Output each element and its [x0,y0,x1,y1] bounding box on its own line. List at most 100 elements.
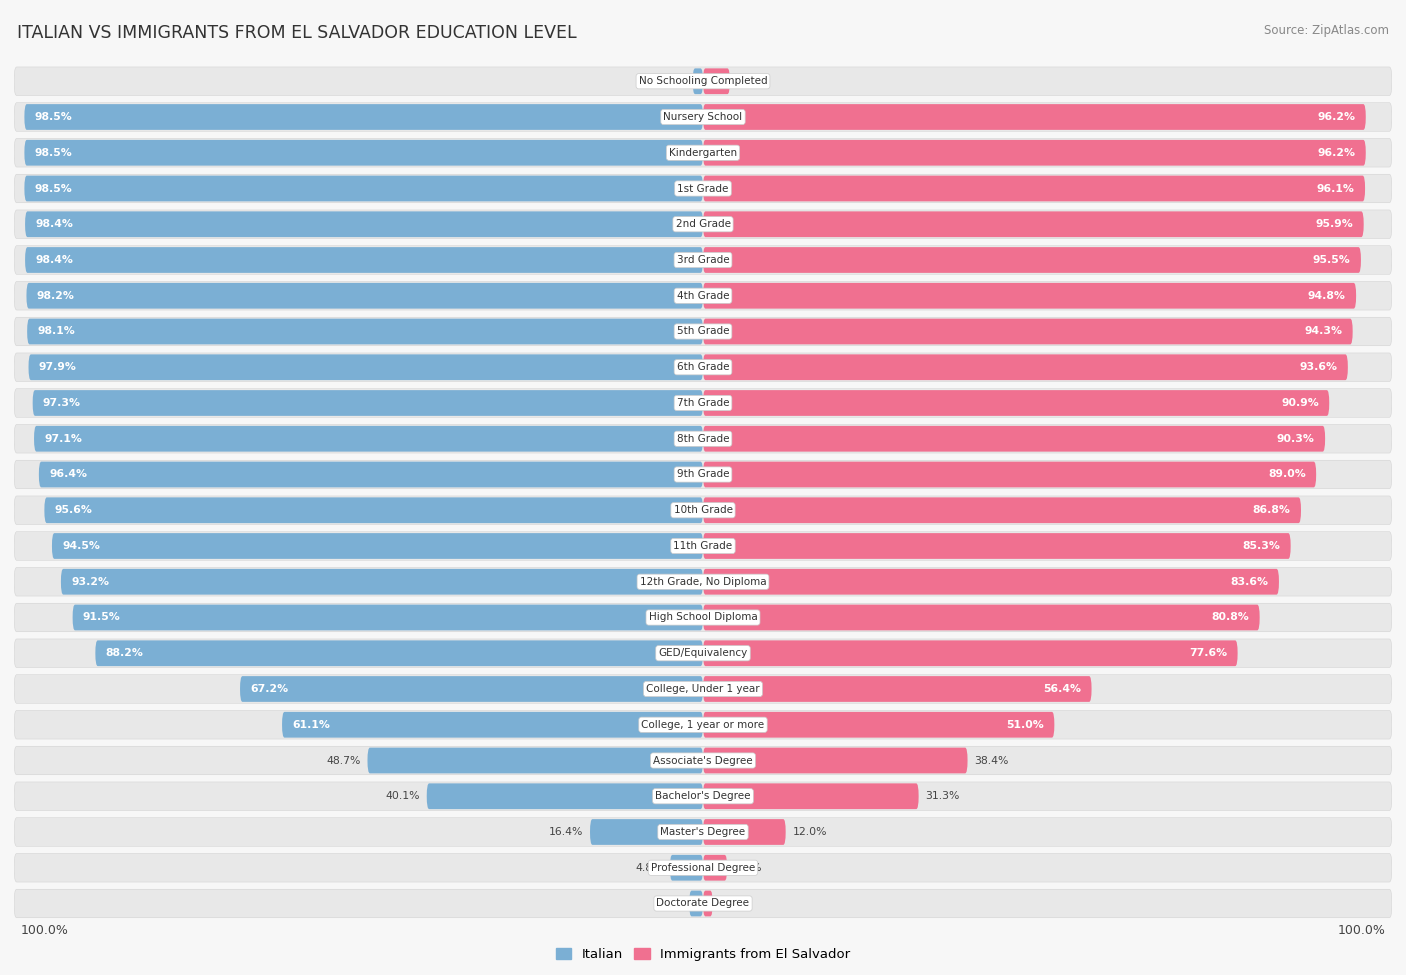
Text: 94.8%: 94.8% [1308,291,1346,300]
Text: 93.2%: 93.2% [72,577,110,587]
Text: 8th Grade: 8th Grade [676,434,730,444]
Text: Associate's Degree: Associate's Degree [654,756,752,765]
Text: 93.6%: 93.6% [1299,363,1337,372]
Text: 3.5%: 3.5% [734,863,762,873]
FancyBboxPatch shape [427,783,703,809]
FancyBboxPatch shape [240,676,703,702]
Text: 77.6%: 77.6% [1189,648,1227,658]
Text: 80.8%: 80.8% [1212,612,1250,622]
Text: 100.0%: 100.0% [1337,923,1385,937]
FancyBboxPatch shape [14,424,1392,453]
FancyBboxPatch shape [14,639,1392,668]
FancyBboxPatch shape [703,533,1291,559]
FancyBboxPatch shape [703,283,1357,309]
Text: Professional Degree: Professional Degree [651,863,755,873]
Text: 38.4%: 38.4% [974,756,1010,765]
Text: 3rd Grade: 3rd Grade [676,255,730,265]
FancyBboxPatch shape [283,712,703,738]
FancyBboxPatch shape [34,426,703,451]
FancyBboxPatch shape [27,283,703,309]
FancyBboxPatch shape [703,354,1348,380]
FancyBboxPatch shape [52,533,703,559]
FancyBboxPatch shape [96,641,703,666]
FancyBboxPatch shape [703,68,730,95]
Text: 5th Grade: 5th Grade [676,327,730,336]
Text: 97.3%: 97.3% [44,398,82,408]
Text: 89.0%: 89.0% [1268,470,1306,480]
Text: 31.3%: 31.3% [925,792,960,801]
Text: College, Under 1 year: College, Under 1 year [647,684,759,694]
Text: 10th Grade: 10th Grade [673,505,733,515]
Text: College, 1 year or more: College, 1 year or more [641,720,765,729]
FancyBboxPatch shape [693,68,703,95]
Text: 98.2%: 98.2% [37,291,75,300]
FancyBboxPatch shape [14,389,1392,417]
Text: Bachelor's Degree: Bachelor's Degree [655,792,751,801]
Text: 95.9%: 95.9% [1316,219,1354,229]
Text: 83.6%: 83.6% [1230,577,1268,587]
FancyBboxPatch shape [14,675,1392,703]
Text: 2nd Grade: 2nd Grade [675,219,731,229]
FancyBboxPatch shape [689,890,703,916]
FancyBboxPatch shape [14,889,1392,917]
Text: 1.5%: 1.5% [658,76,686,86]
Text: 56.4%: 56.4% [1043,684,1081,694]
FancyBboxPatch shape [14,746,1392,775]
FancyBboxPatch shape [14,317,1392,346]
Text: 11th Grade: 11th Grade [673,541,733,551]
Text: 94.3%: 94.3% [1305,327,1343,336]
FancyBboxPatch shape [14,531,1392,561]
Text: Kindergarten: Kindergarten [669,148,737,158]
FancyBboxPatch shape [14,782,1392,810]
Text: 98.5%: 98.5% [35,183,73,193]
Text: 91.5%: 91.5% [83,612,121,622]
Text: 1.4%: 1.4% [720,899,747,909]
FancyBboxPatch shape [14,246,1392,274]
Text: 16.4%: 16.4% [548,827,583,837]
Text: 9th Grade: 9th Grade [676,470,730,480]
Text: Doctorate Degree: Doctorate Degree [657,899,749,909]
Text: 7th Grade: 7th Grade [676,398,730,408]
FancyBboxPatch shape [703,319,1353,344]
Text: Master's Degree: Master's Degree [661,827,745,837]
Text: 4th Grade: 4th Grade [676,291,730,300]
FancyBboxPatch shape [14,67,1392,96]
Text: 1st Grade: 1st Grade [678,183,728,193]
FancyBboxPatch shape [14,853,1392,882]
Text: 96.2%: 96.2% [1317,148,1355,158]
FancyBboxPatch shape [703,139,1365,166]
FancyBboxPatch shape [703,212,1364,237]
Text: 86.8%: 86.8% [1253,505,1291,515]
Text: 61.1%: 61.1% [292,720,330,729]
FancyBboxPatch shape [14,210,1392,239]
Text: 98.5%: 98.5% [35,112,73,122]
FancyBboxPatch shape [591,819,703,845]
Text: 88.2%: 88.2% [105,648,143,658]
Text: 98.4%: 98.4% [35,219,73,229]
Text: 6th Grade: 6th Grade [676,363,730,372]
FancyBboxPatch shape [703,855,727,880]
Text: 98.5%: 98.5% [35,148,73,158]
Text: Nursery School: Nursery School [664,112,742,122]
FancyBboxPatch shape [703,568,1279,595]
FancyBboxPatch shape [14,496,1392,525]
Text: 97.9%: 97.9% [39,363,77,372]
FancyBboxPatch shape [703,712,1054,738]
FancyBboxPatch shape [14,711,1392,739]
Text: 96.4%: 96.4% [49,470,87,480]
Text: 48.7%: 48.7% [326,756,360,765]
FancyBboxPatch shape [703,604,1260,631]
Text: 90.3%: 90.3% [1277,434,1315,444]
FancyBboxPatch shape [25,247,703,273]
FancyBboxPatch shape [24,139,703,166]
Text: 51.0%: 51.0% [1007,720,1045,729]
Text: 96.1%: 96.1% [1317,183,1355,193]
FancyBboxPatch shape [32,390,703,416]
FancyBboxPatch shape [73,604,703,631]
Text: 3.9%: 3.9% [737,76,765,86]
FancyBboxPatch shape [14,282,1392,310]
FancyBboxPatch shape [14,460,1392,488]
FancyBboxPatch shape [367,748,703,773]
FancyBboxPatch shape [14,138,1392,167]
Text: 98.1%: 98.1% [38,327,76,336]
